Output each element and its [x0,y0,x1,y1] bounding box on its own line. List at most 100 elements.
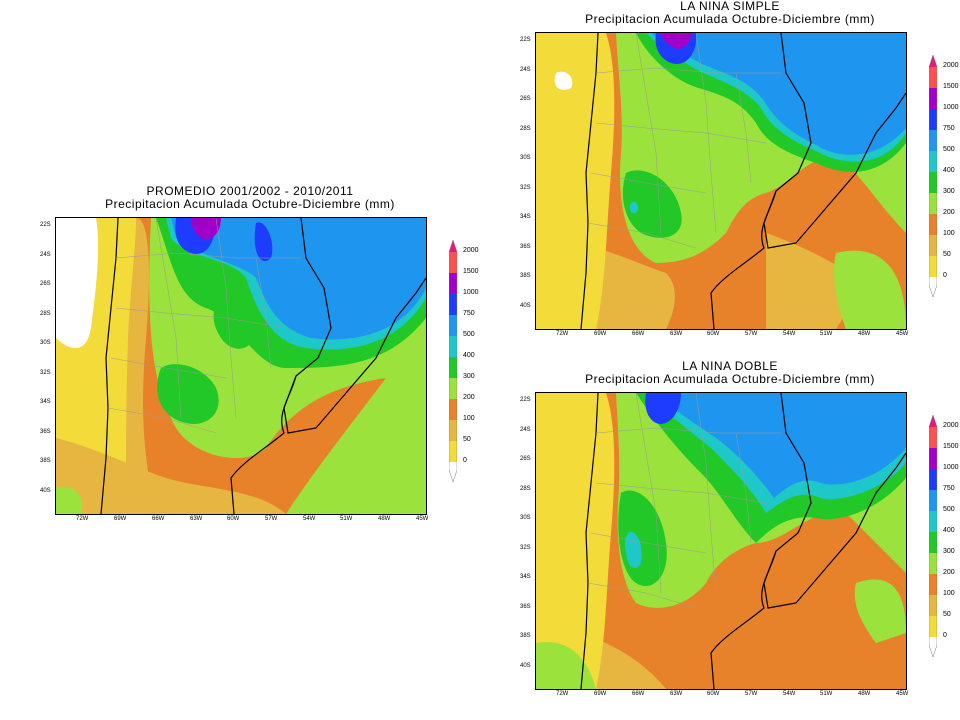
lon-label: 72W [76,516,89,522]
colorbar-label: 2000 [463,247,479,254]
lat-label: 32S [520,545,531,551]
map-title: LA NINA DOBLE [682,359,778,373]
lat-label: 26S [520,456,531,462]
colorbar-top-arrow [449,240,457,252]
lat-label: 32S [40,370,51,376]
precipitation-map [535,32,907,330]
lat-label: 26S [40,281,51,287]
colorbar-swatch [929,448,937,469]
lat-label: 24S [40,252,51,258]
colorbar-swatch [929,553,937,574]
lon-label: 66W [632,691,645,697]
colorbar-swatch [449,378,457,399]
colorbar-label: 300 [943,548,955,555]
map-panel-promedio: PROMEDIO 2001/2002 - 2010/2011 Precipita… [30,184,479,530]
lon-label: 66W [152,516,165,522]
lon-label: 60W [707,691,720,697]
lat-label: 28S [520,486,531,492]
colorbar: 2000 1500 1000 750 500 400 300 200 100 5… [449,240,479,500]
lat-label: 34S [40,399,51,405]
map-title: LA NINA SIMPLE [680,0,780,13]
colorbar-outline [929,55,937,298]
colorbar-outline [449,240,457,483]
colorbar-top-arrow [929,55,937,67]
colorbar-swatch [929,532,937,553]
lon-label: 54W [303,516,316,522]
lon-label: 63W [670,331,683,337]
colorbar: 2000 1500 1000 750 500 400 300 200 100 5… [929,415,959,675]
lon-label: 57W [745,331,758,337]
colorbar-label: 750 [943,485,955,492]
colorbar-swatch [929,574,937,595]
lat-label: 40S [520,303,531,309]
colorbar-label: 200 [463,394,475,401]
colorbar-swatch [929,193,937,214]
colorbar-label: 750 [463,310,475,317]
lon-label: 45W [416,516,429,522]
lon-label: 51W [820,331,833,337]
colorbar-swatch [929,427,937,448]
lon-label: 63W [190,516,203,522]
colorbar-bottom-arrow [929,285,937,297]
lat-label: 34S [520,214,531,220]
lon-label: 60W [707,331,720,337]
colorbar-label: 0 [943,272,947,279]
lat-label: 32S [520,185,531,191]
lat-label: 30S [520,515,531,521]
colorbar-label: 0 [943,632,947,639]
colorbar-label: 2000 [943,422,959,429]
colorbar-label: 2000 [943,62,959,69]
colorbar-swatch [449,336,457,357]
lon-label: 51W [340,516,353,522]
colorbar-bottom-arrow [449,470,457,482]
colorbar-swatch [929,277,937,285]
colorbar-swatch [929,214,937,235]
lat-label: 28S [520,126,531,132]
lat-label: 38S [520,273,531,279]
colorbar-label: 1000 [943,104,959,111]
colorbar-swatch [929,88,937,109]
colorbar-swatch [449,357,457,378]
colorbar-label: 300 [943,188,955,195]
colorbar-label: 50 [463,436,471,443]
precipitation-field [536,393,906,689]
colorbar-swatch [929,235,937,256]
map-subtitle: Precipitacion Acumulada Octubre-Diciembr… [585,372,875,386]
colorbar-swatch [449,315,457,336]
colorbar-swatch [449,441,457,462]
lat-label: 30S [40,340,51,346]
colorbar-swatch [449,252,457,273]
lat-label: 22S [40,222,51,228]
colorbar-swatch [929,151,937,172]
colorbar-swatch [929,616,937,637]
lon-label: 45W [896,691,909,697]
map-title: PROMEDIO 2001/2002 - 2010/2011 [146,184,354,198]
lon-label: 57W [745,691,758,697]
colorbar-swatch [449,273,457,294]
lon-label: 69W [114,516,127,522]
colorbar-label: 500 [463,331,475,338]
colorbar-swatch [929,67,937,88]
colorbar-swatch [929,637,937,645]
lon-label: 60W [227,516,240,522]
colorbar-swatch [929,256,937,277]
colorbar-label: 1000 [943,464,959,471]
lat-label: 38S [520,633,531,639]
colorbar-swatch [449,462,457,470]
lon-label: 51W [820,691,833,697]
colorbar-outline [929,415,937,658]
colorbar-label: 0 [463,457,467,464]
lat-label: 28S [40,311,51,317]
colorbar-swatch [929,109,937,130]
colorbar-label: 100 [943,230,955,237]
lon-label: 48W [378,516,391,522]
precipitation-field [536,33,906,329]
lon-label: 57W [265,516,278,522]
lat-label: 22S [520,37,531,43]
lon-label: 48W [858,691,871,697]
lat-label: 38S [40,458,51,464]
colorbar-top-arrow [929,415,937,427]
lon-label: 69W [594,691,607,697]
map-subtitle: Precipitacion Acumulada Octubre-Diciembr… [585,12,875,26]
lat-label: 24S [520,67,531,73]
